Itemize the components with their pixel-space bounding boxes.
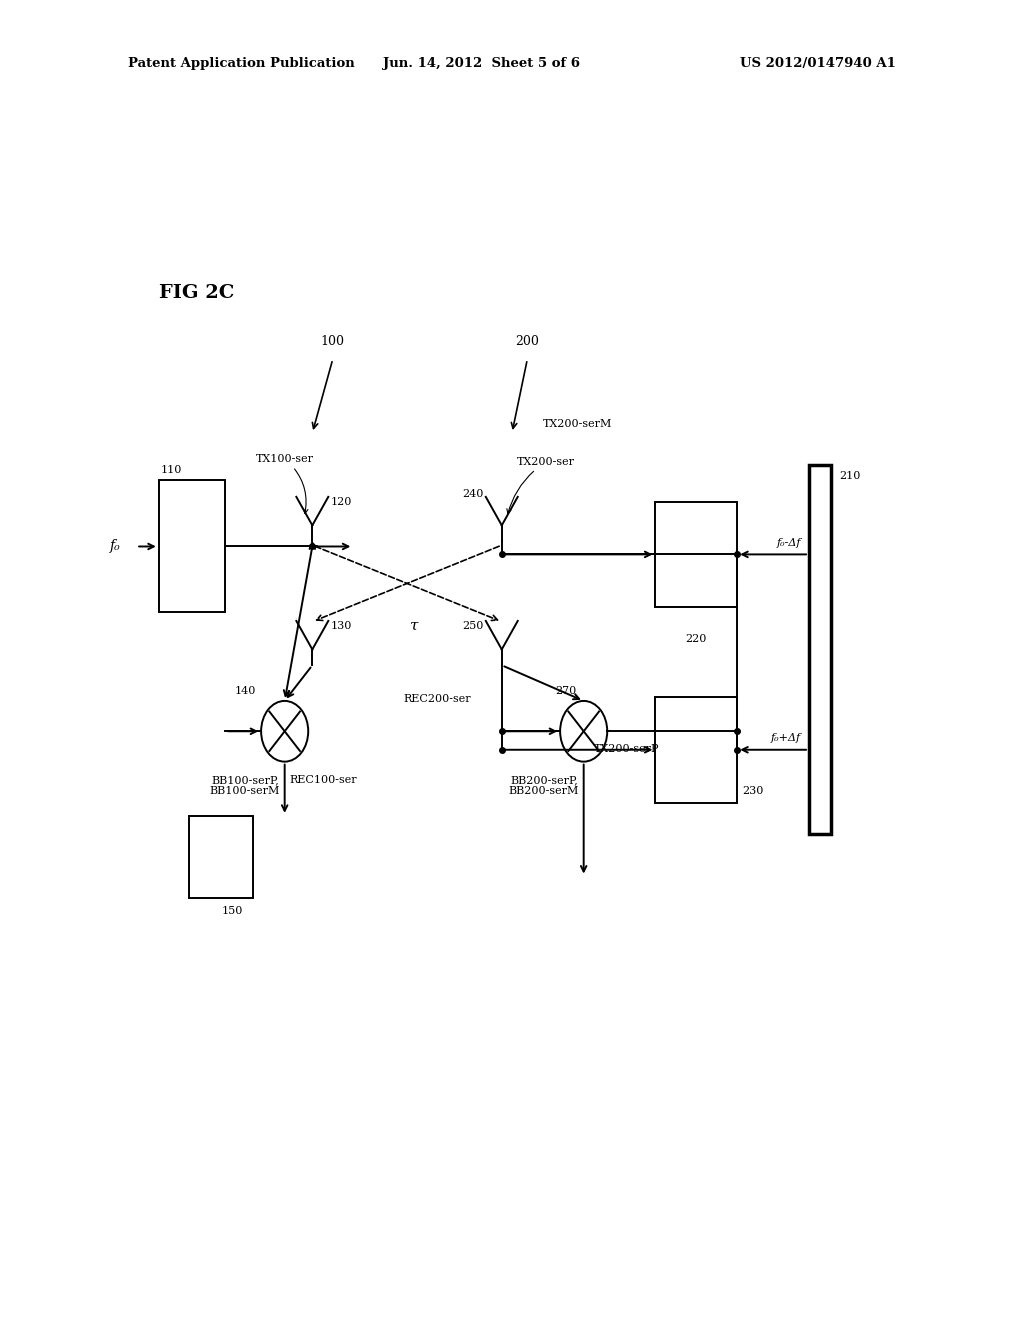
Text: τ: τ <box>411 619 419 632</box>
Text: 140: 140 <box>234 685 256 696</box>
Text: 100: 100 <box>321 335 345 348</box>
Text: TX200-ser: TX200-ser <box>507 457 575 513</box>
Bar <box>189 816 253 898</box>
Text: 110: 110 <box>161 465 182 475</box>
Text: TX100-ser: TX100-ser <box>256 454 314 513</box>
Text: f₀+Δf: f₀+Δf <box>771 733 801 743</box>
Text: BB200-serP,
BB200-serM: BB200-serP, BB200-serM <box>508 775 579 796</box>
Text: TX200-serM: TX200-serM <box>543 418 612 429</box>
Text: Jun. 14, 2012  Sheet 5 of 6: Jun. 14, 2012 Sheet 5 of 6 <box>383 57 580 70</box>
Text: Patent Application Publication: Patent Application Publication <box>128 57 354 70</box>
Text: 240: 240 <box>462 488 483 499</box>
Text: 120: 120 <box>331 496 352 507</box>
Text: f₀: f₀ <box>110 540 120 553</box>
Text: 150: 150 <box>221 906 243 916</box>
Text: REC200-ser: REC200-ser <box>403 694 471 705</box>
Bar <box>159 480 225 612</box>
Text: BB100-serP,
BB100-serM: BB100-serP, BB100-serM <box>209 775 280 796</box>
Text: TX200-serP: TX200-serP <box>594 744 659 755</box>
Text: 130: 130 <box>331 620 352 631</box>
Bar <box>655 697 737 803</box>
Text: 270: 270 <box>555 685 577 696</box>
Text: 200: 200 <box>515 335 540 348</box>
Bar <box>809 465 831 834</box>
Text: 230: 230 <box>742 785 764 796</box>
Text: REC100-ser: REC100-ser <box>290 775 357 785</box>
Text: 210: 210 <box>840 471 861 482</box>
Bar <box>655 502 737 607</box>
Text: US 2012/0147940 A1: US 2012/0147940 A1 <box>740 57 896 70</box>
Text: 220: 220 <box>686 634 707 644</box>
Text: FIG 2C: FIG 2C <box>159 284 234 302</box>
Text: f₀-Δf: f₀-Δf <box>776 537 801 548</box>
Text: 250: 250 <box>462 620 483 631</box>
